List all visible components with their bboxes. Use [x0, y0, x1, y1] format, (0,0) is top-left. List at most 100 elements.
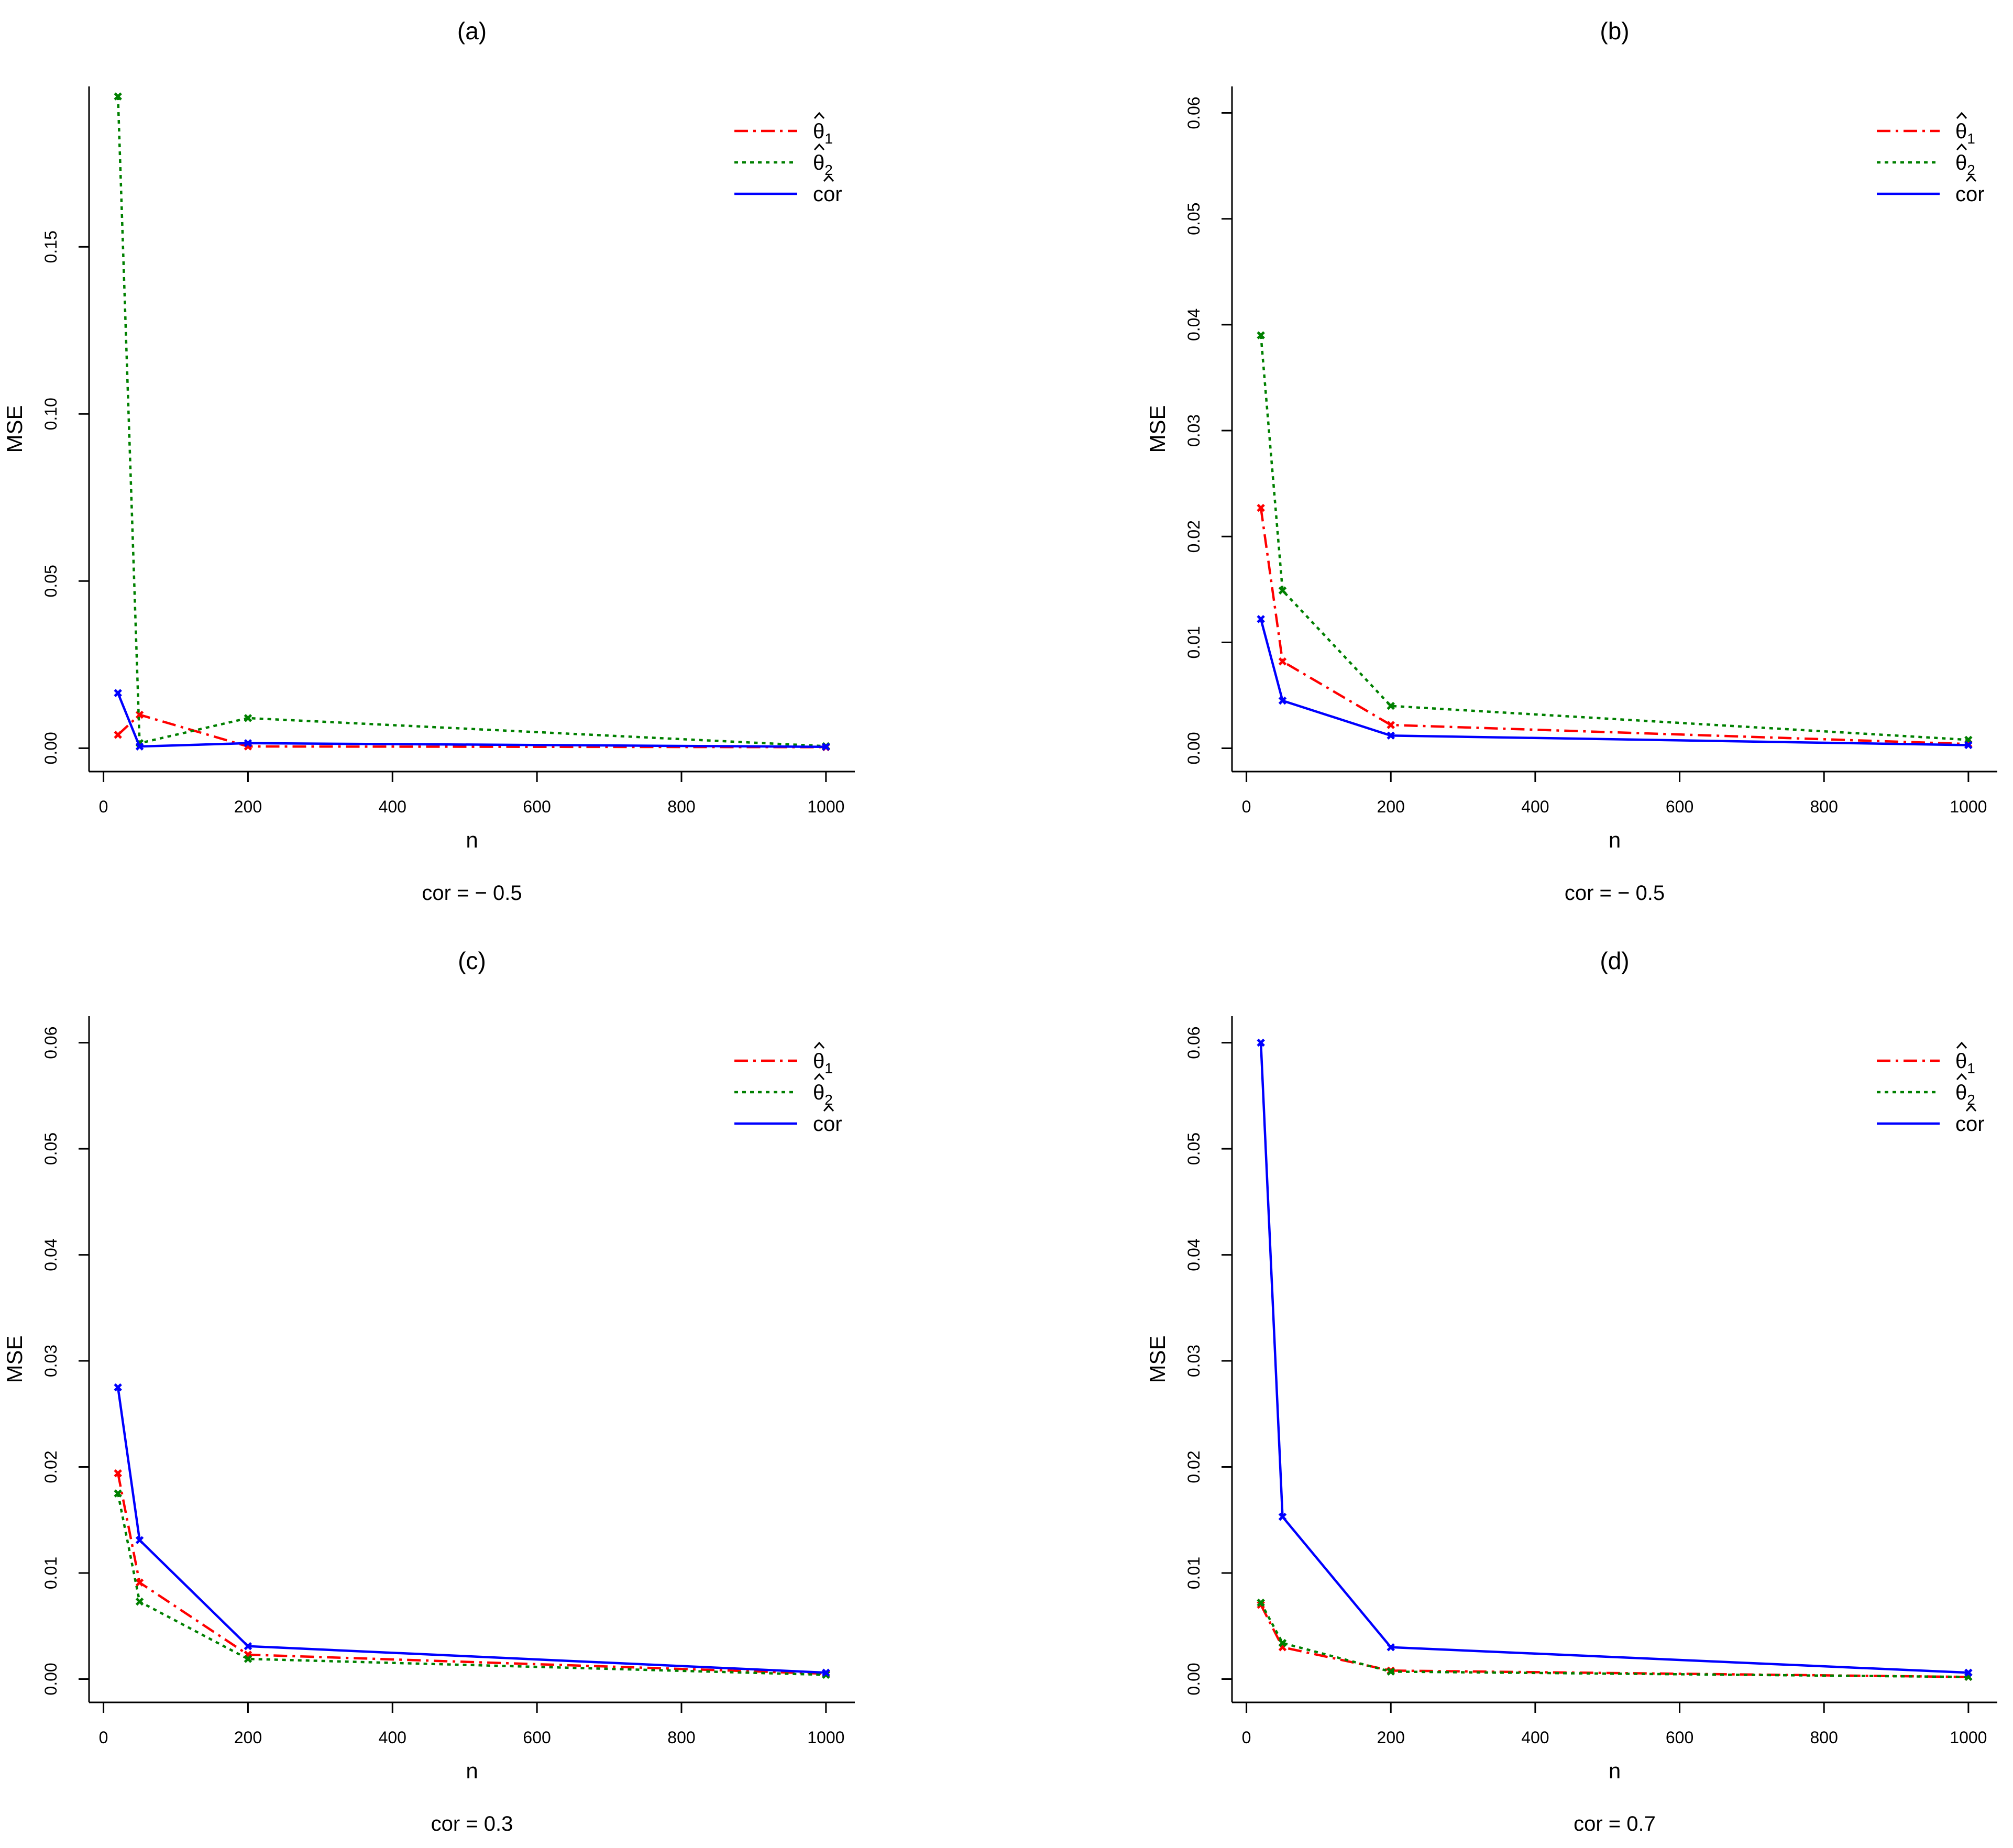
series-line-2	[1259, 335, 1969, 741]
data-point-3	[1964, 741, 1973, 750]
y-axis-label: MSE	[1145, 1335, 1170, 1383]
data-point-1	[1257, 503, 1265, 512]
legend-item-1: θ1	[1877, 1041, 1975, 1076]
x-tick-label: 1000	[807, 797, 844, 816]
data-point-1	[135, 710, 144, 719]
data-point-2	[1278, 586, 1287, 595]
x-tick-label: 400	[379, 797, 406, 816]
legend-item-2: θ2	[1877, 143, 1975, 178]
legend-item-3: cor	[734, 1104, 842, 1136]
y-tick-label: 0.02	[1184, 1450, 1203, 1483]
data-point-2	[135, 1597, 144, 1606]
legend-label: cor	[1955, 1113, 1985, 1136]
data-point-2	[1387, 701, 1395, 710]
y-tick-label: 0.00	[41, 1663, 60, 1695]
chart-panel-c: (c) 0 200 400 600 800 1000 0.00 0.01 0.02 0.03 0.04…	[2, 947, 855, 1835]
y-tick-label: 0.00	[41, 732, 60, 764]
legend-label: θ2	[1955, 151, 1975, 178]
x-tick-label: 400	[1521, 797, 1549, 816]
data-point-2	[1257, 1598, 1265, 1607]
series-line-2	[116, 1493, 826, 1676]
chart-panel-d: (d) 0 200 400 600 800 1000 0.00 0.01 0.02 0.03 0.04…	[1145, 947, 1997, 1835]
panel-title: (c)	[458, 947, 486, 974]
data-point-3	[1278, 696, 1287, 705]
legend-label: cor	[1955, 183, 1985, 206]
y-tick-label: 0.04	[1184, 309, 1203, 341]
data-point-3	[135, 1536, 144, 1544]
y-tick-label: 0.05	[1184, 203, 1203, 235]
series-line-1	[117, 713, 826, 749]
panel-title: (d)	[1600, 947, 1629, 974]
data-point-3	[114, 689, 122, 697]
x-tick-label: 800	[667, 1728, 695, 1747]
y-tick-label: 0.02	[41, 1450, 60, 1483]
data-point-2	[114, 92, 122, 101]
x-tick-label: 400	[1521, 1728, 1549, 1747]
data-point-3	[1257, 1038, 1265, 1047]
legend-label: cor	[813, 183, 842, 206]
y-tick-label: 0.15	[41, 230, 60, 263]
hat-accent-icon	[823, 174, 834, 182]
x-tick-label: 1000	[807, 1728, 844, 1747]
legend-item-3: cor	[734, 174, 842, 206]
series-line-3	[116, 1387, 826, 1674]
x-tick-label: 0	[1242, 1728, 1251, 1747]
x-tick-label: 200	[234, 1728, 262, 1747]
series-line-1	[1259, 508, 1968, 745]
y-tick-label: 0.06	[41, 1026, 60, 1059]
x-axis-label: n	[1609, 1758, 1621, 1783]
hat-accent-icon	[1956, 1041, 1967, 1049]
hat-accent-icon	[813, 1073, 825, 1081]
y-tick-label: 0.10	[41, 398, 60, 430]
legend-label: θ1	[1955, 1050, 1975, 1076]
data-point-3	[244, 1642, 252, 1651]
y-tick-label: 0.05	[1184, 1132, 1203, 1165]
series-line-1	[116, 1473, 826, 1675]
data-point-3	[1964, 1668, 1973, 1677]
data-point-2	[1278, 1638, 1287, 1647]
series-line-3	[117, 692, 826, 749]
hat-accent-icon	[823, 1104, 834, 1112]
data-point-3	[1257, 615, 1265, 623]
chart-panel-a: (a) 0 200 400 600 800 1000 0.00 0.05 0.10 0.15 n MSE…	[2, 17, 855, 905]
legend-item-2: θ2	[734, 143, 833, 178]
panel-caption: cor = 0.7	[1574, 1812, 1656, 1835]
y-tick-label: 0.02	[1184, 520, 1203, 553]
panel-title: (b)	[1600, 17, 1629, 45]
y-tick-label: 0.03	[41, 1345, 60, 1377]
x-tick-label: 0	[99, 797, 108, 816]
data-point-2	[1387, 1667, 1395, 1676]
legend-item-3: cor	[1877, 174, 1985, 206]
y-tick-label: 0.00	[1184, 1663, 1203, 1695]
y-tick-label: 0.05	[41, 565, 60, 597]
series-line-3	[1259, 1042, 1968, 1674]
panel-caption: cor = − 0.5	[422, 882, 522, 905]
x-tick-label: 600	[523, 1728, 551, 1747]
legend-label: θ1	[813, 120, 833, 147]
data-point-1	[1387, 721, 1395, 729]
x-tick-label: 400	[379, 1728, 406, 1747]
y-axis-label: MSE	[2, 405, 27, 453]
x-tick-label: 200	[1377, 797, 1405, 816]
x-axis-label: n	[1609, 828, 1621, 852]
data-point-1	[1278, 657, 1287, 666]
y-axis-label: MSE	[2, 1335, 27, 1383]
hat-accent-icon	[1965, 174, 1977, 182]
legend-item-2: θ2	[1877, 1073, 1975, 1108]
data-point-3	[822, 743, 830, 751]
data-point-3	[1387, 1643, 1395, 1652]
hat-accent-icon	[813, 112, 825, 119]
data-point-2	[1257, 331, 1265, 339]
y-tick-label: 0.01	[1184, 626, 1203, 658]
x-tick-label: 800	[667, 797, 695, 816]
legend: θ1 θ2 cor	[1877, 112, 1985, 206]
x-tick-label: 600	[1666, 1728, 1693, 1747]
y-axis-label: MSE	[1145, 405, 1170, 453]
series-line-1	[1260, 1604, 1968, 1678]
x-tick-label: 200	[1377, 1728, 1405, 1747]
legend-item-3: cor	[1877, 1104, 1985, 1136]
legend-label: θ1	[1955, 120, 1975, 147]
data-point-3	[1387, 731, 1395, 740]
panel-caption: cor = − 0.5	[1565, 882, 1665, 905]
